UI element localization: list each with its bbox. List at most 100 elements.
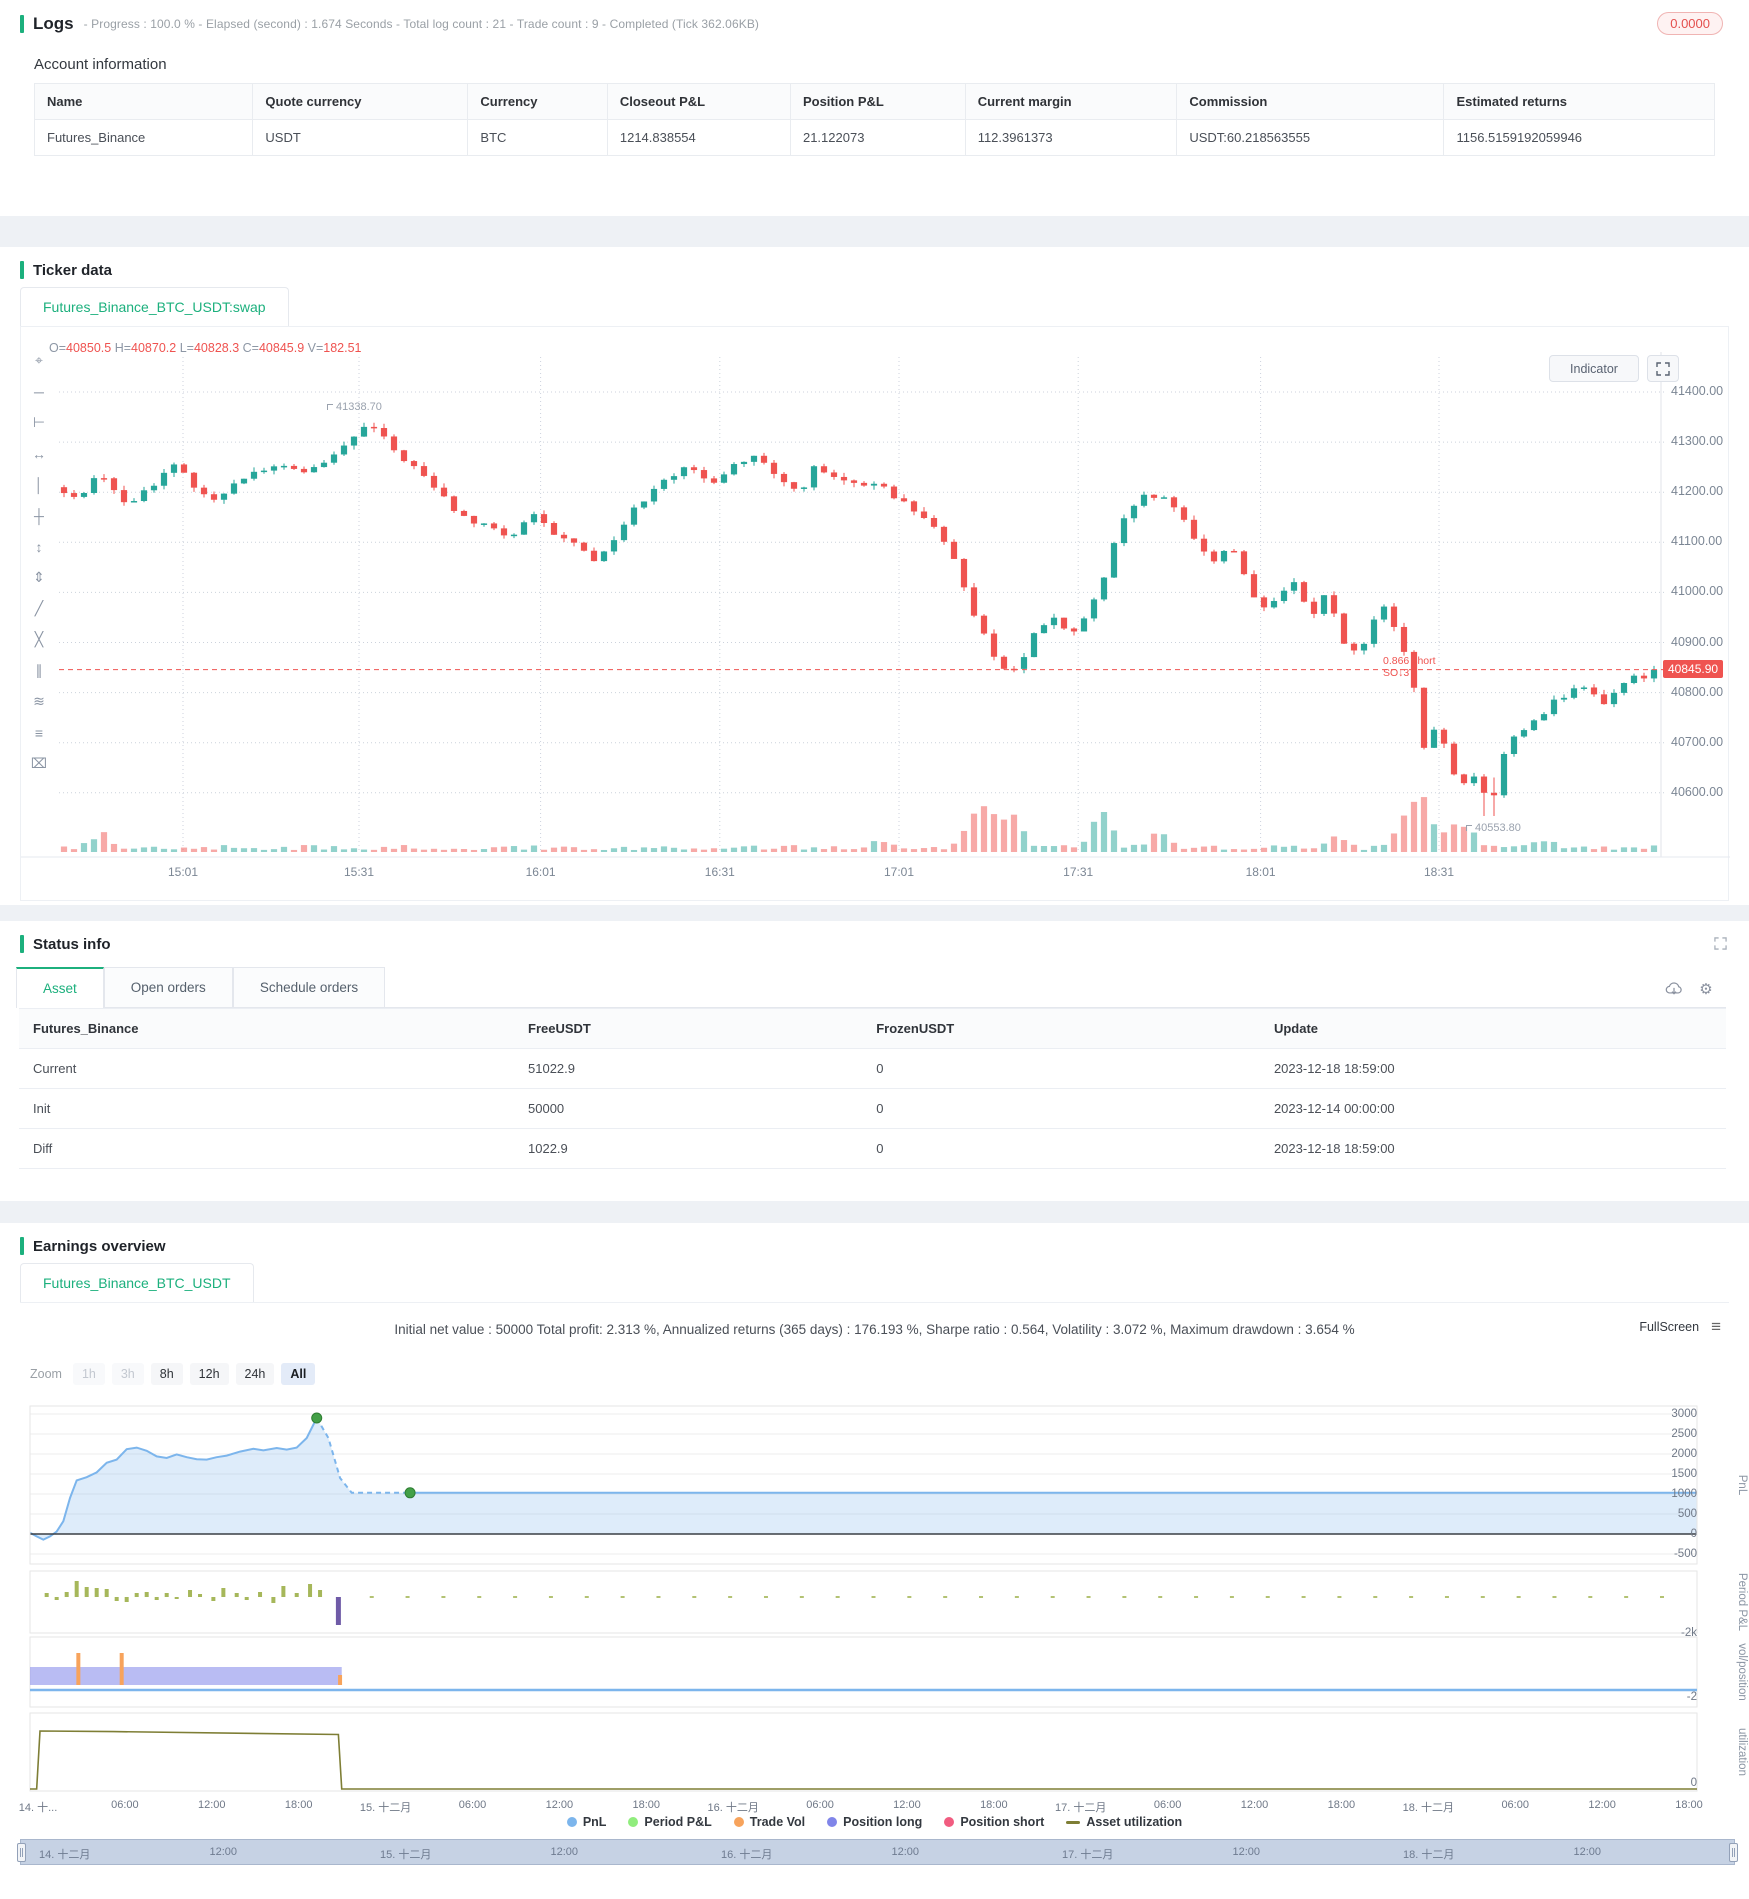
legend-item-trade-vol[interactable]: Trade Vol xyxy=(733,1815,805,1829)
price-tick-label: 40900.00 xyxy=(1671,634,1724,649)
sub-axis-min-label: -2 xyxy=(1686,1691,1697,1703)
earnings-stats-row: Initial net value : 50000 Total profit: … xyxy=(0,1303,1749,1355)
legend-item-period-p-l[interactable]: Period P&L xyxy=(628,1815,712,1829)
arrow-line-icon[interactable]: ↔ xyxy=(32,445,46,462)
logs-header: Logs - Progress : 100.0 % - Elapsed (sec… xyxy=(0,0,1749,42)
vertical-line-icon[interactable]: │ xyxy=(34,476,44,493)
asset-cell: 51022.9 xyxy=(514,1048,863,1089)
pnl-tick-label: 1500 xyxy=(1671,1468,1697,1480)
zoom-button-1h[interactable]: 1h xyxy=(72,1363,105,1385)
horizontal-line-icon[interactable]: ─ xyxy=(34,383,44,400)
legend-dash-icon xyxy=(1066,1820,1081,1824)
legend-dot-icon xyxy=(566,1817,577,1827)
earnings-x-label: 12:00 xyxy=(198,1799,226,1811)
zoom-button-8h[interactable]: 8h xyxy=(150,1363,183,1385)
earnings-x-label: 18:00 xyxy=(1675,1799,1703,1811)
earnings-x-label: 18. 十二月 xyxy=(1402,1802,1454,1814)
status-title: Status info xyxy=(33,935,111,953)
ticker-symbol-tab[interactable]: Futures_Binance_BTC_USDT:swap xyxy=(20,287,289,326)
earnings-x-label: 06:00 xyxy=(806,1799,834,1811)
account-col-header: Closeout P&L xyxy=(606,83,791,120)
cross-line-icon[interactable]: ┼ xyxy=(34,507,44,524)
account-cell: USDT xyxy=(252,119,469,156)
wave-line-icon[interactable]: ≋ xyxy=(33,693,45,709)
pnl-tick-label: 0 xyxy=(1690,1528,1697,1540)
chart-legend: PnL Period P&L Trade Vol Position long Posit… xyxy=(0,1815,1749,1829)
legend-item-pnl[interactable]: PnL xyxy=(566,1815,606,1829)
crosshair-icon[interactable]: ⌖ xyxy=(35,352,43,368)
pnl-chart[interactable] xyxy=(0,1401,1749,1871)
asset-col-header: FreeUSDT xyxy=(514,1008,863,1049)
price-range-icon[interactable]: ↕ xyxy=(35,538,43,555)
range-navigator[interactable]: 14. 十二月 12:00 15. 十二月 12:00 16. 十二月 12:00 17. … xyxy=(17,1839,1738,1865)
indicator-button[interactable]: Indicator xyxy=(1549,355,1639,382)
delete-icon[interactable]: ⌧ xyxy=(30,755,48,771)
logs-meta: - Progress : 100.0 % - Elapsed (second) … xyxy=(83,17,760,31)
navigator-left-handle[interactable] xyxy=(17,1843,26,1862)
zoom-button-24h[interactable]: 24h xyxy=(235,1363,275,1385)
axis-title-rotated: Period P&L xyxy=(1736,1572,1748,1632)
chart-menu-icon[interactable]: ≡ xyxy=(1711,1317,1721,1336)
logs-title: Logs xyxy=(33,14,74,33)
table-row: Current 51022.9 0 2023-12-18 18:59:00 xyxy=(19,1048,1726,1089)
section-accent-bar xyxy=(20,261,24,279)
status-tab-schedule-orders[interactable]: Schedule orders xyxy=(232,967,386,1007)
asset-col-header: FrozenUSDT xyxy=(862,1008,1260,1049)
zoom-button-all[interactable]: All xyxy=(281,1363,316,1385)
zoom-button-12h[interactable]: 12h xyxy=(189,1363,229,1385)
time-tick-label: 15:01 xyxy=(167,865,199,879)
price-tick-label: 40600.00 xyxy=(1671,784,1724,799)
status-tab-asset[interactable]: Asset xyxy=(16,967,104,1008)
ticker-section: Ticker data Futures_Binance_BTC_USDT:swa… xyxy=(0,247,1749,905)
asset-cell: 50000 xyxy=(514,1088,863,1129)
settings-icon[interactable]: ≡ xyxy=(34,724,44,741)
profit-badge[interactable]: 0.0000 xyxy=(1657,12,1723,35)
collapse-icon[interactable] xyxy=(1714,937,1727,955)
pnl-tick-label: 2500 xyxy=(1671,1428,1697,1440)
expand-arrows-icon xyxy=(1656,361,1670,376)
ohlc-legend: O=40850.5 H=40870.2 L=40828.3 C=40845.9 … xyxy=(49,341,362,355)
earnings-x-label: 06:00 xyxy=(1153,1799,1182,1811)
zoom-controls: Zoom 1h 3h 8h 12h 24h All xyxy=(30,1359,1749,1389)
candlestick-chart[interactable] xyxy=(21,327,1730,902)
fullscreen-button[interactable]: FullScreen xyxy=(1639,1320,1700,1334)
horizontal-ray-icon[interactable]: ⊢ xyxy=(32,414,46,430)
navigator-label: 12:00 xyxy=(1573,1846,1602,1858)
earnings-x-label: 12:00 xyxy=(545,1799,574,1811)
navigator-right-handle[interactable] xyxy=(1729,1843,1738,1862)
status-tab-open-orders[interactable]: Open orders xyxy=(103,967,233,1007)
account-cell: USDT:60.218563555 xyxy=(1176,119,1445,156)
candle-chart-panel: ⌖ ─ ⊢ ↔ │ ┼ ↕ ⇕ ╱ ╳ ∥ ≋ ≡ ⌧ O=40850.5 H=40870.2 L=408… xyxy=(20,326,1730,902)
date-range-icon[interactable]: ⇕ xyxy=(33,569,45,585)
pnl-tick-label: 2000 xyxy=(1671,1448,1697,1460)
cloud-download-icon[interactable] xyxy=(1664,979,1684,999)
earnings-symbol-tab[interactable]: Futures_Binance_BTC_USDT xyxy=(20,1263,254,1302)
parallel-lines-icon[interactable]: ∥ xyxy=(35,662,43,678)
chart-expand-button[interactable] xyxy=(1647,355,1679,382)
gear-icon[interactable]: ⚙ xyxy=(1699,981,1713,998)
drawing-toolbar: ⌖ ─ ⊢ ↔ │ ┼ ↕ ⇕ ╱ ╳ ∥ ≋ ≡ ⌧ xyxy=(23,345,55,779)
earnings-x-label: 06:00 xyxy=(1501,1799,1529,1811)
legend-dot-icon xyxy=(827,1817,838,1827)
navigator-label: 12:00 xyxy=(1232,1846,1261,1858)
earnings-x-label: 06:00 xyxy=(111,1799,139,1811)
earnings-x-label: 15. 十二月 xyxy=(359,1802,412,1814)
account-col-header: Estimated returns xyxy=(1443,83,1715,120)
cross-tool-icon[interactable]: ╳ xyxy=(34,631,44,647)
account-table: Name Quote currency Currency Closeout P&L Po… xyxy=(33,83,1715,156)
section-accent-bar xyxy=(20,1237,24,1255)
legend-item-asset-utilization[interactable]: Asset utilization xyxy=(1066,1815,1182,1829)
legend-label: Position long xyxy=(843,1815,923,1829)
axis-title-rotated: utilization xyxy=(1736,1728,1748,1776)
legend-item-position-short[interactable]: Position short xyxy=(944,1815,1044,1829)
account-col-header: Position P&L xyxy=(789,83,966,120)
navigator-label: 12:00 xyxy=(209,1846,238,1858)
asset-col-header: Futures_Binance xyxy=(19,1008,515,1049)
navigator-label: 12:00 xyxy=(891,1846,920,1858)
asset-cell[interactable]: Current xyxy=(19,1048,515,1089)
zoom-button-3h[interactable]: 3h xyxy=(111,1363,144,1385)
legend-item-position-long[interactable]: Position long xyxy=(827,1815,922,1829)
trend-line-icon[interactable]: ╱ xyxy=(34,600,44,616)
time-tick-label: 16:31 xyxy=(704,865,735,879)
earnings-x-label: 14. 十... xyxy=(18,1802,58,1814)
